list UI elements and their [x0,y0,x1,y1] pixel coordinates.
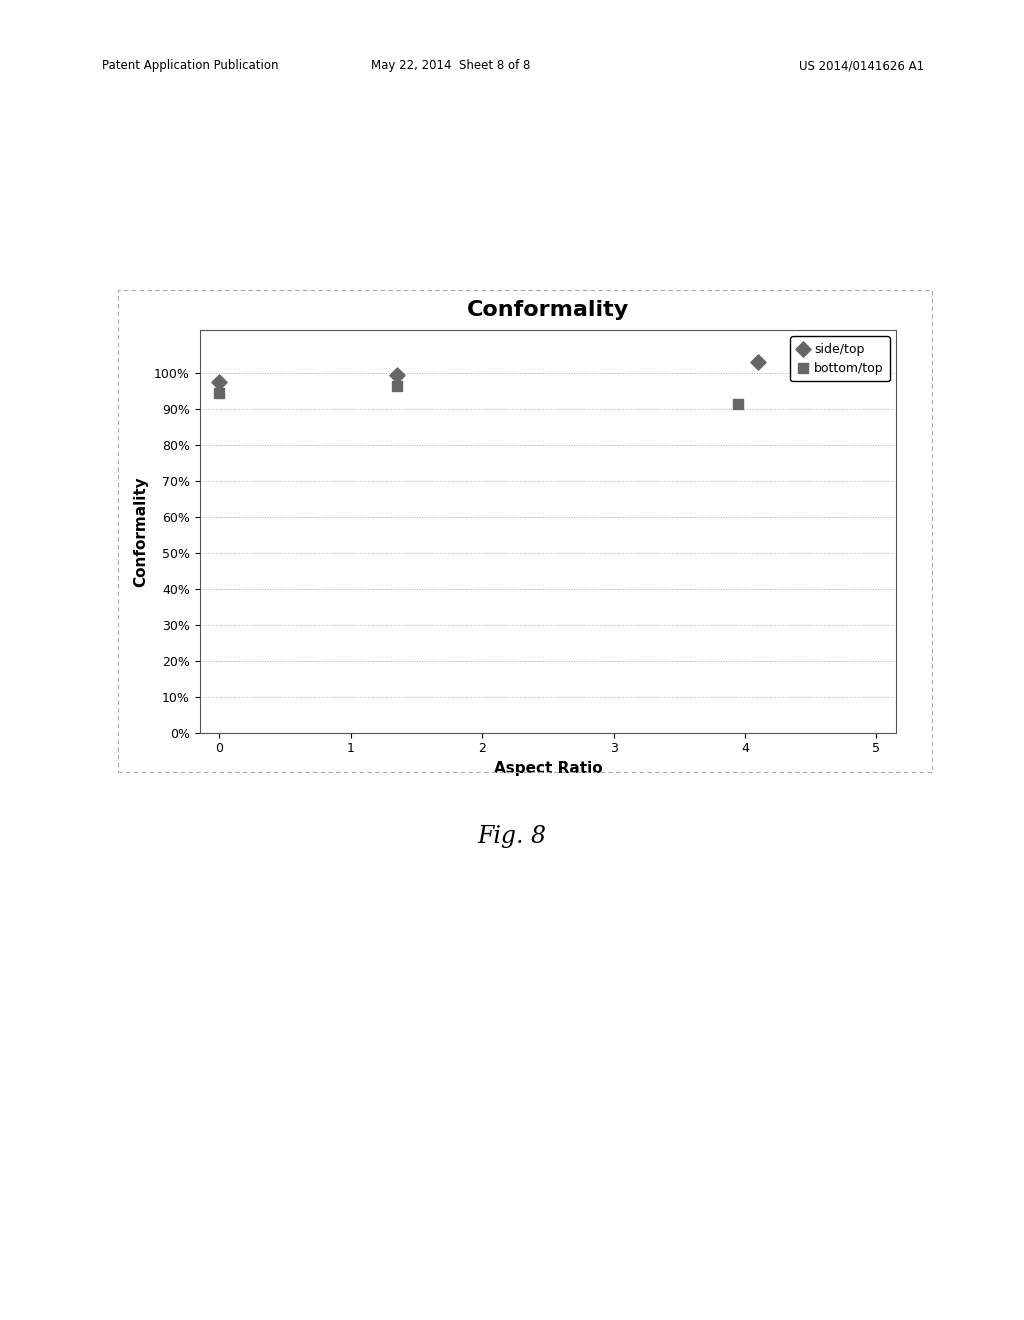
X-axis label: Aspect Ratio: Aspect Ratio [494,760,602,776]
side/top [388,364,404,385]
Text: May 22, 2014  Sheet 8 of 8: May 22, 2014 Sheet 8 of 8 [371,59,530,73]
Text: Fig. 8: Fig. 8 [477,825,547,847]
Text: US 2014/0141626 A1: US 2014/0141626 A1 [799,59,924,73]
Title: Conformality: Conformality [467,300,629,321]
Text: Patent Application Publication: Patent Application Publication [102,59,279,73]
bottom/top [388,375,404,396]
bottom/top [211,383,227,404]
side/top [211,371,227,392]
Y-axis label: Conformality: Conformality [133,477,148,586]
Legend: side/top, bottom/top: side/top, bottom/top [791,337,890,381]
bottom/top [730,393,746,414]
side/top [750,352,766,374]
